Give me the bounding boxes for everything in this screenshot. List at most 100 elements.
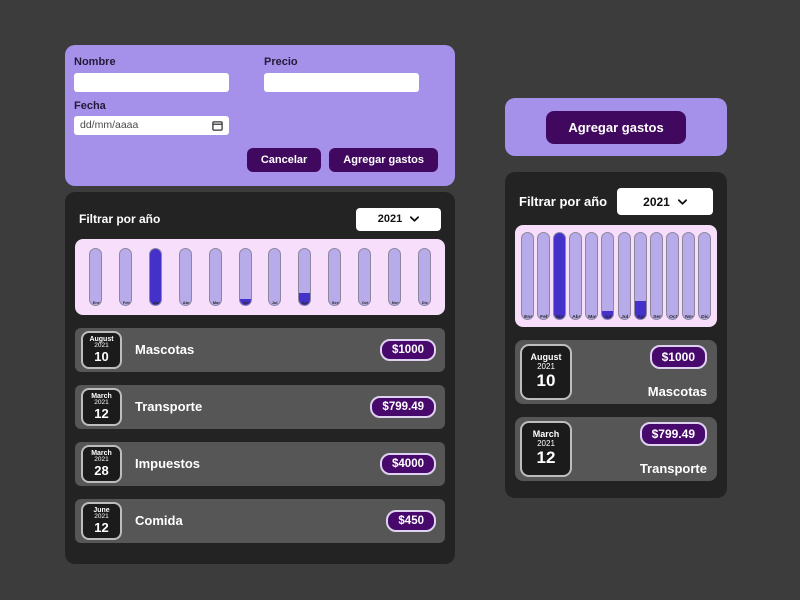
expense-details: $799.49 Transporte [572, 421, 709, 477]
name-label: Nombre [74, 56, 116, 68]
chart-bar: Nov [682, 232, 696, 320]
chart-bar-month-label: Abr [182, 300, 190, 305]
chart-bar-fill [299, 292, 311, 305]
chart-bar-month-label: Feb [539, 313, 549, 319]
chart-bar: Jul [268, 247, 282, 306]
chart-bar-month-label: Jul [620, 313, 628, 319]
expense-date-box: March 2021 12 [520, 421, 572, 477]
expense-date-year: 2021 [537, 439, 555, 449]
mobile-filter-year-label: Filtrar por año [519, 194, 608, 209]
expense-list-card: Filtrar por año 2021 Ene Feb Mar Abr May… [65, 191, 455, 564]
chart-bar-month-label: May [212, 300, 221, 305]
chart-bar: Jul [617, 232, 631, 320]
expense-amount-badge: $4000 [380, 452, 436, 475]
expense-row[interactable]: March 2021 28 Impuestos $4000 [75, 441, 445, 486]
expense-date-day: 10 [94, 348, 109, 364]
expense-row[interactable]: March 2021 12 Transporte $799.49 [75, 384, 445, 429]
expense-date-box: March 2021 28 [81, 444, 122, 483]
filter-year-label: Filtrar por año [79, 212, 161, 226]
chart-bar-month-label: Oct [669, 313, 678, 319]
expense-amount-badge: $799.49 [639, 422, 707, 446]
chart-bar-fill [553, 233, 565, 319]
expense-date-month: August [89, 335, 114, 343]
year-select[interactable]: 2021 [356, 207, 441, 231]
mobile-expense-card[interactable]: August 2021 10 $1000 Mascotas [515, 340, 717, 404]
chart-bar-month-label: Ago [301, 300, 310, 305]
expense-name: Comida [135, 513, 183, 528]
chart-bar: Sep [328, 247, 342, 306]
name-field-group: Nombre [74, 54, 256, 92]
price-label: Precio [264, 56, 298, 68]
name-input[interactable] [74, 72, 229, 92]
expense-amount-badge: $799.49 [370, 395, 436, 418]
expense-date-box: March 2021 12 [81, 387, 122, 426]
expense-date-month: March [91, 449, 112, 457]
chart-bar: Mar [552, 232, 566, 320]
expense-name: Mascotas [647, 384, 707, 399]
chart-bar: Jun [238, 247, 252, 306]
date-field-group: Fecha dd/mm/aaaa [74, 100, 446, 135]
expense-date-year: 2021 [94, 341, 109, 349]
chart-bar: Abr [569, 232, 583, 320]
desktop-view: Nombre Precio Fecha dd/mm/aaaa Cancelar … [65, 45, 455, 564]
cancel-button[interactable]: Cancelar [246, 147, 322, 172]
expense-date-day: 12 [94, 519, 109, 535]
chart-bar-month-label: Abr [572, 313, 581, 319]
expense-date-month: March [532, 429, 560, 440]
mobile-add-expense-button[interactable]: Agregar gastos [546, 110, 686, 144]
mobile-year-select-value: 2021 [643, 194, 670, 209]
expense-name: Mascotas [135, 342, 195, 357]
expense-form-card: Nombre Precio Fecha dd/mm/aaaa Cancelar … [65, 45, 455, 186]
chart-bar-month-label: Dic [701, 313, 710, 319]
mobile-year-select[interactable]: 2021 [617, 188, 713, 215]
chart-bar: Ago [633, 232, 647, 320]
chart-bar: Ago [298, 247, 312, 306]
chart-bar-fill [239, 299, 251, 305]
chart-bar-fill [150, 248, 162, 305]
chart-bar-month-label: Feb [122, 300, 131, 305]
price-field-group: Precio [264, 54, 446, 92]
expense-amount-badge: $1000 [649, 345, 707, 369]
expense-date-year: 2021 [94, 455, 109, 463]
expense-date-year: 2021 [94, 398, 109, 406]
expense-date-year: 2021 [537, 362, 555, 372]
expense-name: Impuestos [135, 456, 201, 471]
chart-bar: Feb [119, 247, 133, 306]
expense-row[interactable]: August 2021 10 Mascotas $1000 [75, 327, 445, 372]
chart-bar: May [208, 247, 222, 306]
date-placeholder: dd/mm/aaaa [80, 119, 139, 131]
expense-details: $1000 Mascotas [572, 344, 709, 400]
mobile-view: Agregar gastos Filtrar por año 2021 Ene … [505, 98, 727, 498]
chart-bar-month-label: Sep [331, 300, 340, 305]
expense-date-box: August 2021 10 [520, 344, 572, 400]
chart-bar-fill [602, 311, 614, 319]
expense-date-box: August 2021 10 [81, 330, 122, 369]
expense-amount-badge: $450 [386, 509, 436, 532]
chart-bar: Oct [357, 247, 371, 306]
chart-bar-fill [634, 300, 646, 319]
chart-bar-month-label: Ago [636, 313, 647, 319]
mobile-expense-card[interactable]: March 2021 12 $799.49 Transporte [515, 417, 717, 481]
chart-bar-month-label: May [588, 313, 598, 319]
expense-date-day: 10 [536, 371, 556, 390]
chart-bar-month-label: Nov [685, 313, 695, 319]
price-input[interactable] [264, 72, 419, 92]
expense-date-year: 2021 [94, 512, 109, 520]
chart-bar: May [585, 232, 599, 320]
chart-bar-month-label: Ene [523, 313, 533, 319]
chart-bar: Ene [89, 247, 103, 306]
add-expense-button[interactable]: Agregar gastos [329, 147, 438, 172]
chart-bar: Ene [520, 232, 534, 320]
chart-bar-month-label: Oct [361, 300, 369, 305]
mobile-monthly-expense-chart: Ene Feb Mar Abr May Jun Jul Ago Sep Oct [515, 225, 717, 327]
expense-date-box: June 2021 12 [81, 501, 122, 540]
date-input[interactable]: dd/mm/aaaa [74, 115, 229, 135]
chart-bar-month-label: Nov [391, 300, 399, 305]
date-label: Fecha [74, 99, 106, 112]
expense-date-month: June [93, 506, 110, 514]
chart-bar: Mar [149, 247, 163, 306]
chart-bar: Dic [417, 247, 431, 306]
expense-date-day: 12 [94, 405, 109, 421]
expense-row[interactable]: June 2021 12 Comida $450 [75, 498, 445, 543]
chart-bar-month-label: Mar [152, 300, 160, 305]
